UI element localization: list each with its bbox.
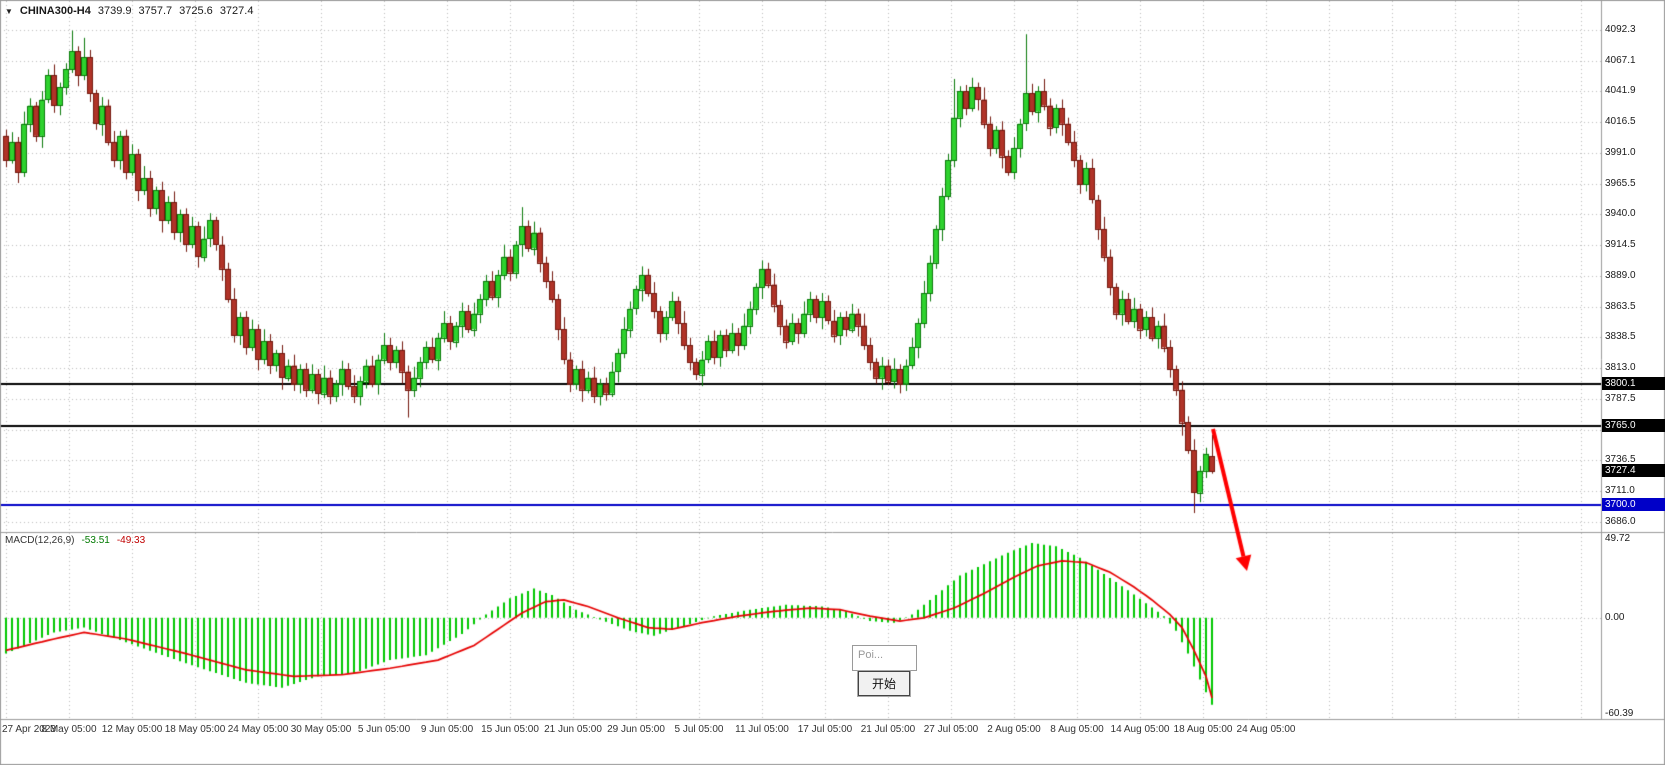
price-tag-3700.0[interactable]: 3700.0	[1602, 497, 1665, 511]
time-axis-label: 5 Jun 05:00	[357, 724, 411, 735]
time-axis-label: 21 Jun 05:00	[544, 724, 602, 735]
price-axis-label: 4016.5	[1605, 115, 1636, 127]
time-axis-label: 17 Jul 05:00	[797, 724, 853, 735]
macd-name: MACD(12,26,9)	[5, 535, 75, 546]
price-axis[interactable]: 4092.3 4067.1 4041.9 4016.5 3991.0 3965.5 3940…	[1602, 0, 1665, 719]
price-tag-3765.0[interactable]: 3765.0	[1602, 419, 1665, 432]
macd-scale-label: -60.39	[1605, 708, 1634, 719]
price-axis-label: 3863.5	[1605, 300, 1636, 312]
start-button-label: 开始	[871, 677, 896, 691]
price-tag-3800.1[interactable]: 3800.1	[1602, 376, 1665, 390]
price-axis-label: 3914.5	[1605, 239, 1636, 251]
macd-main-value: -53.51	[81, 535, 110, 546]
price-axis-label: 3991.0	[1605, 146, 1636, 158]
price-axis-label: 3686.0	[1605, 515, 1636, 527]
ohlc-open: 3739.9	[97, 5, 132, 17]
price-tag-3727.4: 3727.4	[1602, 464, 1665, 478]
ohlc-close: 3727.4	[219, 5, 254, 17]
macd-indicator-label: MACD(12,26,9) -53.51 -49.33	[5, 535, 145, 546]
time-axis-label: 9 Jun 05:00	[420, 724, 474, 735]
price-axis-label: 3889.0	[1605, 270, 1636, 282]
time-axis-label: 18 May 05:00	[164, 724, 226, 735]
tooltip-popup: Poi...	[852, 645, 917, 671]
one-click-trading-expander-icon[interactable]: ▼	[5, 6, 13, 16]
macd-signal-value: -49.33	[116, 535, 146, 546]
symbol-period-label: CHINA300-H4	[19, 5, 91, 17]
price-axis-label: 4041.9	[1605, 85, 1636, 97]
time-axis-label: 5 Jul 05:00	[674, 724, 724, 735]
time-axis-label: 2 Aug 05:00	[987, 724, 1041, 735]
time-axis-label: 30 May 05:00	[290, 724, 352, 735]
price-axis-label: 3838.5	[1605, 331, 1636, 343]
time-axis-label: 21 Jul 05:00	[860, 724, 916, 735]
time-axis-label: 14 Aug 05:00	[1110, 724, 1170, 735]
ohlc-high: 3757.7	[138, 5, 173, 17]
price-axis-label: 4092.3	[1605, 24, 1636, 36]
time-axis-label: 8 Aug 05:00	[1050, 724, 1104, 735]
time-axis-label: 18 Aug 05:00	[1173, 724, 1233, 735]
time-axis-label: 8 May 05:00	[41, 724, 97, 735]
time-axis-label: 27 Apr 2023	[2, 724, 56, 735]
time-axis-label: 15 Jun 05:00	[481, 724, 539, 735]
tooltip-text: Poi...	[858, 649, 884, 661]
price-axis-label: 3940.0	[1605, 208, 1636, 220]
price-axis-label: 3736.5	[1605, 454, 1636, 466]
macd-scale-label: 0.00	[1605, 611, 1625, 623]
time-axis-label: 27 Jul 05:00	[923, 724, 979, 735]
time-axis-label: 11 Jul 05:00	[735, 724, 789, 735]
time-axis[interactable]: 27 Apr 2023 8 May 05:00 12 May 05:00 18 May…	[0, 721, 1601, 743]
price-axis-label: 3787.5	[1605, 392, 1636, 404]
time-axis-label: 12 May 05:00	[101, 724, 163, 735]
price-axis-label: 3965.5	[1605, 177, 1636, 189]
time-axis-label: 29 Jun 05:00	[607, 724, 665, 735]
symbol-info: ▼ CHINA300-H4 3739.9 3757.7 3725.6 3727.…	[5, 5, 253, 17]
price-axis-label: 3711.0	[1605, 485, 1635, 497]
macd-scale-label: 49.72	[1605, 533, 1631, 544]
start-button[interactable]: 开始	[857, 670, 911, 697]
price-axis-label: 3813.0	[1605, 361, 1636, 373]
ohlc-low: 3725.6	[179, 5, 213, 17]
time-axis-label: 24 May 05:00	[227, 724, 289, 735]
time-axis-label: 24 Aug 05:00	[1236, 724, 1296, 735]
price-axis-label: 4067.1	[1605, 54, 1636, 66]
